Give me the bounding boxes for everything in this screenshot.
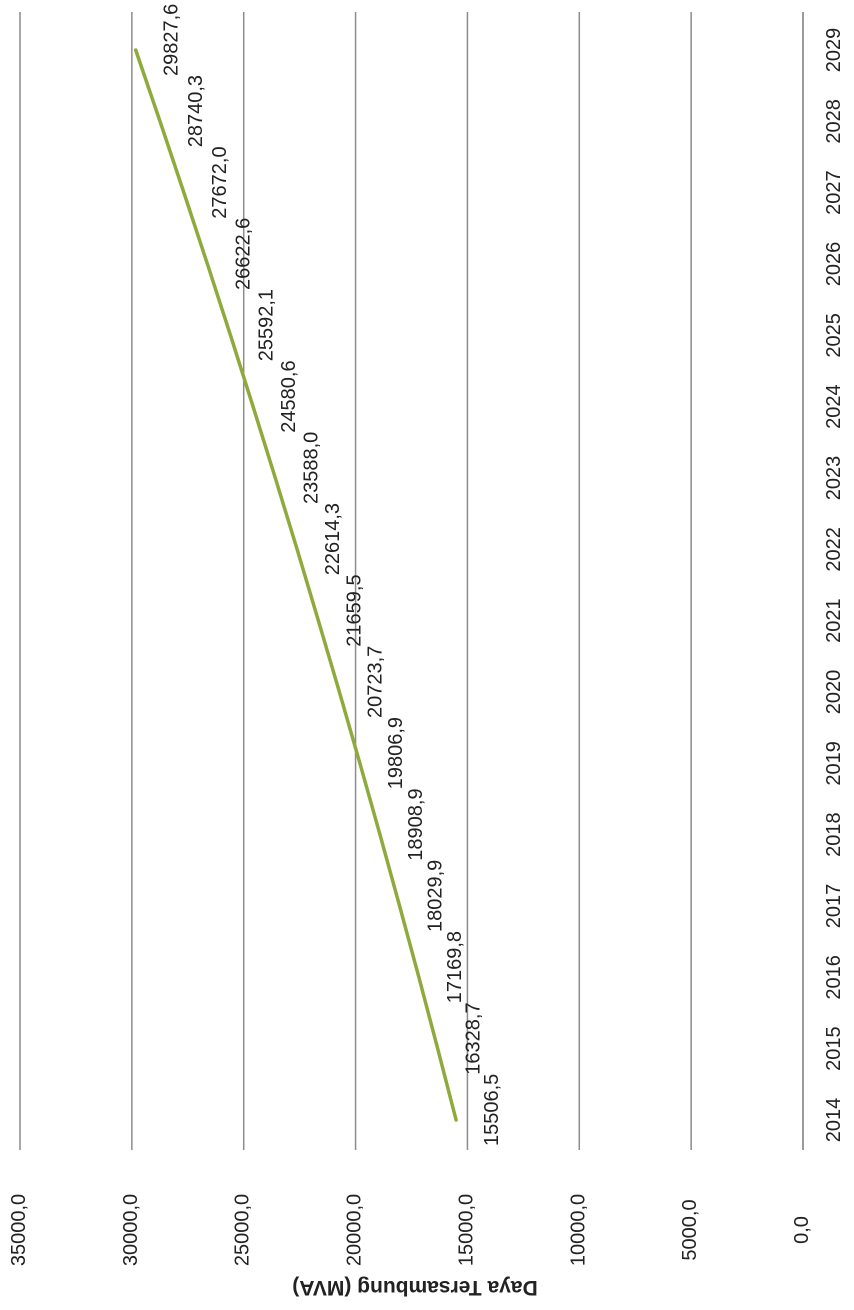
- data-label: 28740,3: [185, 75, 207, 147]
- y-tick-label: 15000,0: [455, 1194, 477, 1266]
- data-label: 15506,5: [481, 1074, 503, 1146]
- data-label: 18908,9: [405, 788, 427, 860]
- y-axis-ticks: 0,0 5000,0 10000,0 15000,0 20000,0 25000,0 300…: [8, 1194, 813, 1266]
- x-tick-label: 2015: [823, 1026, 845, 1071]
- data-labels: 15506,516328,717169,818029,918908,919806…: [161, 4, 503, 1146]
- y-tick-label: 5000,0: [679, 1199, 701, 1260]
- x-tick-label: 2022: [823, 527, 845, 572]
- data-label: 24580,6: [278, 360, 300, 432]
- data-label: 29827,6: [161, 4, 183, 76]
- data-label: 25592,1: [256, 289, 278, 361]
- x-tick-label: 2017: [823, 884, 845, 929]
- gridlines: [19, 12, 804, 1150]
- data-label: 27672,0: [209, 146, 231, 218]
- series-group: [133, 48, 458, 1122]
- y-tick-label: 20000,0: [344, 1194, 366, 1266]
- y-tick-label: 35000,0: [8, 1194, 30, 1266]
- data-label: 23588,0: [300, 432, 322, 504]
- x-tick-label: 2024: [823, 384, 845, 429]
- y-tick-label: 30000,0: [120, 1194, 142, 1266]
- x-tick-label: 2020: [823, 670, 845, 715]
- data-label: 22614,3: [322, 503, 344, 575]
- data-label: 19806,9: [385, 717, 407, 789]
- x-tick-label: 2018: [823, 812, 845, 857]
- x-tick-label: 2014: [823, 1098, 845, 1143]
- data-label: 21659,5: [343, 574, 365, 646]
- data-label: 20723,7: [364, 646, 386, 718]
- x-tick-label: 2027: [823, 170, 845, 215]
- x-tick-label: 2019: [823, 741, 845, 786]
- x-tick-label: 2021: [823, 598, 845, 643]
- y-tick-label: 25000,0: [232, 1194, 254, 1266]
- x-tick-label: 2023: [823, 456, 845, 501]
- data-label: 17169,8: [444, 931, 466, 1003]
- y-tick-label: 0,0: [791, 1216, 813, 1244]
- y-tick-label: 10000,0: [567, 1194, 589, 1266]
- x-tick-label: 2026: [823, 242, 845, 287]
- x-tick-label: 2029: [823, 28, 845, 73]
- data-label: 18029,9: [425, 860, 447, 932]
- y-axis-title: Daya Tersambung (MVA): [292, 1276, 537, 1299]
- data-label: 16328,7: [463, 1002, 485, 1074]
- x-axis-categories: 2014 2015 2016 2017 2018 2019 2020 2021 2022 2023…: [823, 28, 845, 1143]
- data-label: 26622,6: [232, 218, 254, 290]
- x-tick-label: 2016: [823, 955, 845, 1000]
- series-line: [133, 48, 458, 1122]
- x-tick-label: 2025: [823, 313, 845, 358]
- x-tick-label: 2028: [823, 99, 845, 144]
